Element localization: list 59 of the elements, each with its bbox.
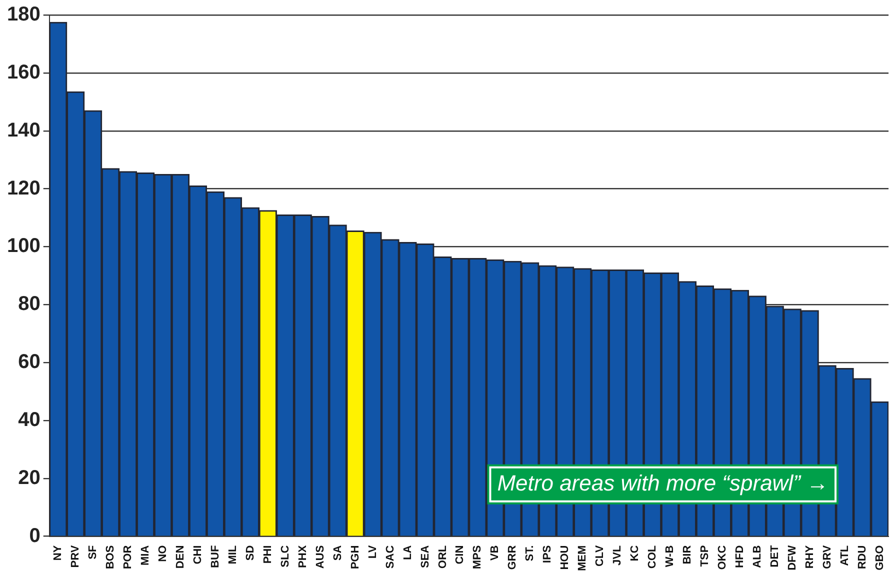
y-tick-label: 60 [18, 351, 40, 374]
x-tick-label: CLV [594, 544, 606, 567]
x-tick-label: TSP [698, 545, 711, 567]
x-tick-label: GRR [506, 545, 519, 570]
x-tick-label: GRV [821, 544, 834, 569]
x-tick-label: VB [489, 545, 502, 561]
x-tick-label: JVL [612, 545, 624, 566]
x-tick-label: RHY [804, 544, 816, 569]
x-tick-label: SEA [419, 545, 432, 568]
x-tick-label: MIA [140, 545, 152, 566]
x-tick-label: DET [768, 545, 781, 568]
x-tick-label: ST. [524, 545, 536, 562]
x-tick-label: POR [122, 545, 134, 570]
x-tick-label: NY [52, 544, 64, 561]
x-tick-label: SA [332, 545, 344, 561]
x-tick-label: SD [244, 545, 256, 561]
y-tick-label: 120 [6, 177, 40, 200]
x-tick-label: BIR [682, 545, 694, 564]
x-tick-label: CIN [454, 545, 466, 564]
y-tick-label: 180 [6, 4, 40, 26]
x-tick-label: PHX [296, 544, 309, 568]
x-tick-label: SF [87, 545, 100, 560]
x-tick-label: RDU [856, 545, 868, 570]
y-tick-label: 20 [18, 466, 40, 489]
x-tick-label: MPS [472, 545, 484, 570]
x-tick-label: ALB [751, 545, 764, 568]
y-tick-label: 40 [18, 409, 40, 431]
y-tick-label: 0 [29, 524, 40, 547]
x-tick-label: SLC [279, 545, 292, 568]
x-tick-label: CHI [192, 545, 204, 564]
x-tick-label: DFW [786, 544, 798, 570]
x-tick-label: ATL [838, 545, 851, 566]
x-tick-label: IPS [542, 545, 554, 564]
x-tick-label: AUS [314, 545, 326, 569]
y-tick-label: 160 [6, 61, 40, 84]
x-tick-label: BUF [209, 545, 222, 568]
x-tick-label: BOS [104, 545, 117, 570]
x-tick-label: W-B [664, 545, 676, 568]
x-tick-label: LV [366, 544, 379, 559]
annotation: Metro areas with more “sprawl” → [497, 470, 829, 496]
y-tick-label: 140 [6, 119, 40, 142]
x-tick-label: ORL [436, 545, 449, 569]
x-tick-label: MEM [576, 545, 589, 572]
x-tick-label: OKC [716, 545, 728, 570]
x-tick-label: PHI [262, 545, 274, 564]
x-tick-label: LA [402, 545, 414, 560]
x-tick-label: HOU [559, 545, 572, 570]
x-tick-label: GBO [874, 544, 886, 570]
x-tick-label: SAC [384, 545, 396, 569]
x-tick-label: PRV [70, 544, 82, 568]
y-tick-label: 80 [18, 293, 40, 316]
x-tick-label: KC [629, 545, 642, 562]
x-tick-label: HFD [734, 545, 746, 568]
x-tick-label: DEN [174, 545, 187, 569]
x-tick-label: PGH [349, 545, 362, 570]
x-tick-label: COL [646, 545, 659, 569]
x-tick-label: NO [157, 544, 170, 562]
x-tick-label: MIL [226, 545, 239, 564]
y-tick-label: 100 [6, 235, 40, 258]
